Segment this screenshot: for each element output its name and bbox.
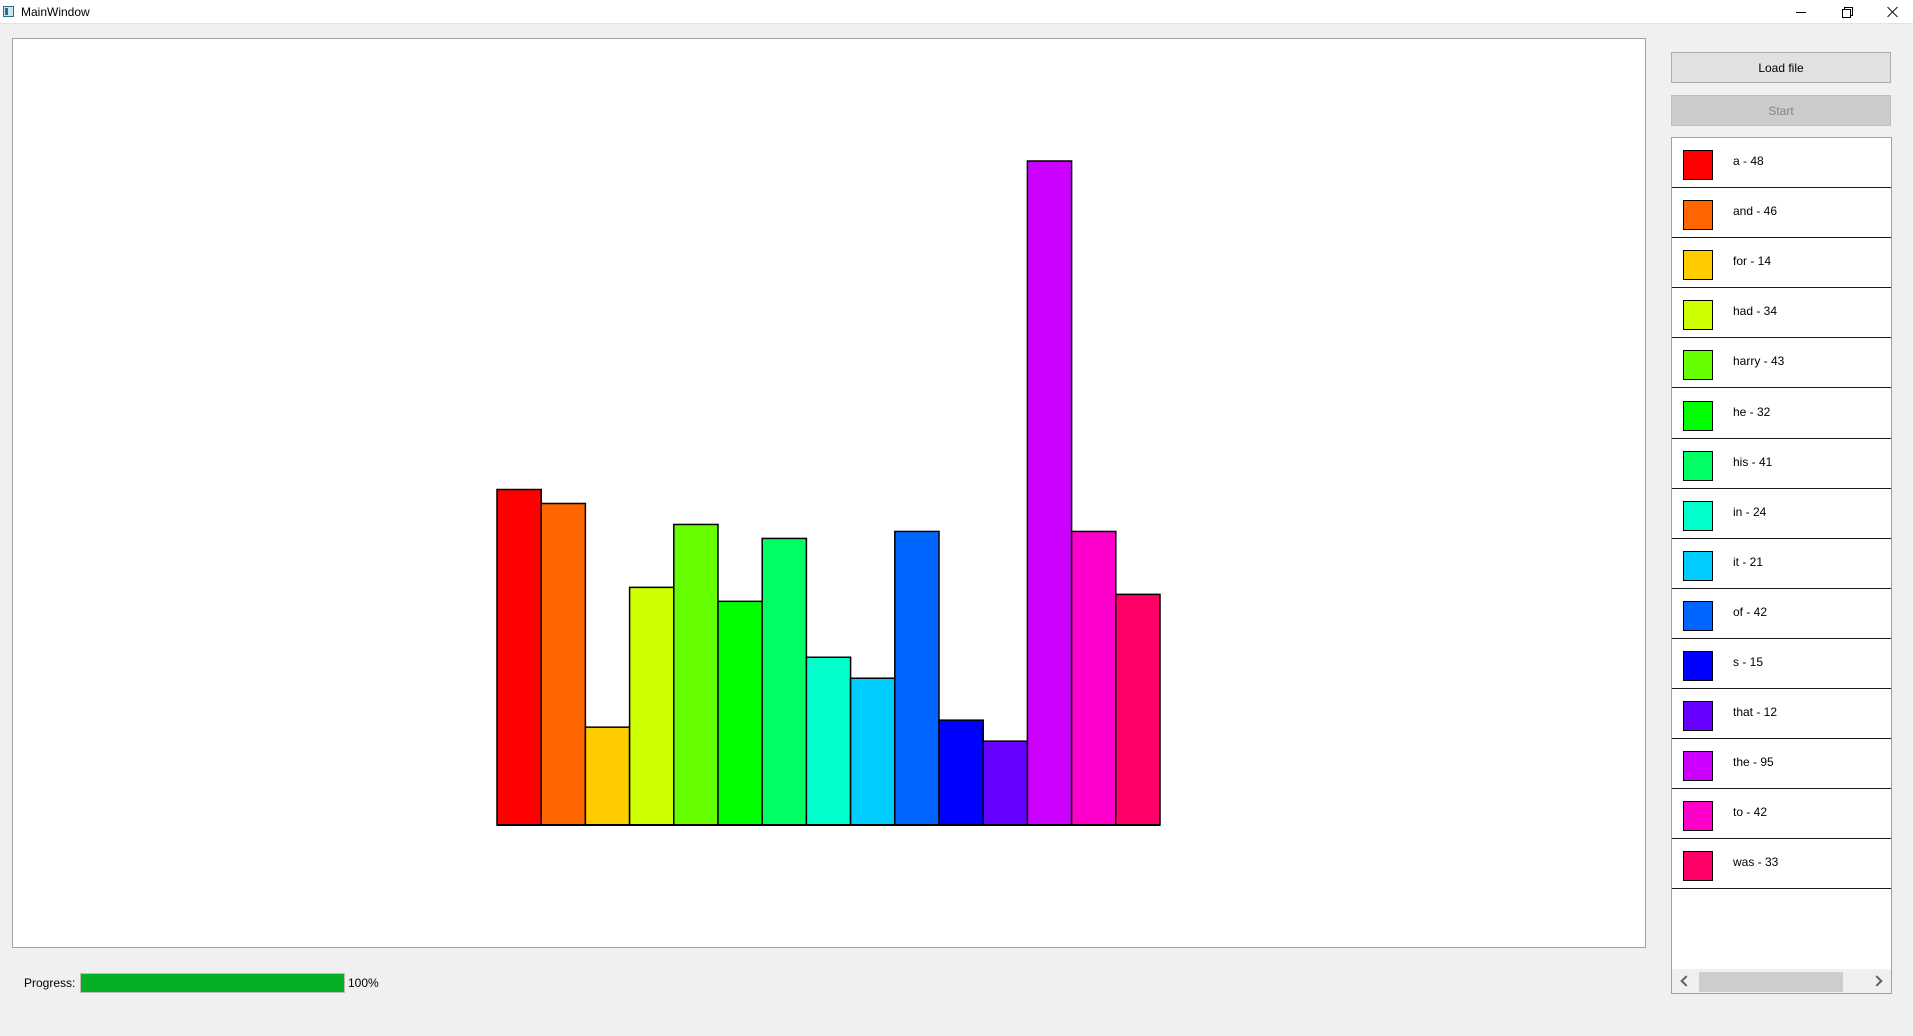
legend-label: s - 15	[1733, 655, 1764, 669]
legend-label: a - 48	[1733, 154, 1764, 168]
legend-swatch	[1683, 250, 1713, 281]
legend-label: it - 21	[1733, 554, 1764, 569]
legend-label: he - 32	[1733, 404, 1771, 419]
start-button[interactable]: Start	[1671, 95, 1891, 126]
chevron-left-icon	[1680, 975, 1692, 987]
legend-item[interactable]: for - 14	[1672, 238, 1891, 289]
legend-swatch	[1683, 200, 1713, 231]
restore-icon	[1842, 7, 1853, 18]
legend-label: and - 46	[1733, 204, 1778, 219]
legend-label: that - 12	[1733, 705, 1778, 720]
bar-it	[849, 677, 896, 826]
legend-list[interactable]: a - 48 and - 46 for - 14 had - 34 harry - 43…	[1671, 137, 1892, 994]
legend-label: in - 24	[1733, 504, 1767, 519]
legend-item[interactable]: s - 15	[1672, 639, 1891, 689]
legend-item[interactable]: to - 42	[1672, 789, 1891, 840]
bar-his	[761, 537, 808, 826]
scroll-left-button[interactable]	[1672, 969, 1696, 993]
minimize-icon	[1796, 11, 1806, 13]
legend-label: his - 41	[1733, 454, 1773, 469]
bar-that	[982, 740, 1029, 826]
legend-label: had - 34	[1733, 304, 1778, 319]
close-icon	[1887, 6, 1899, 18]
bar-chart	[496, 160, 1161, 826]
minimize-button[interactable]	[1778, 0, 1824, 24]
chart-canvas	[12, 38, 1646, 948]
legend-item[interactable]: and - 46	[1672, 188, 1891, 239]
scroll-right-button[interactable]	[1867, 969, 1891, 993]
bar-to	[1070, 530, 1117, 826]
chevron-right-icon	[1871, 975, 1883, 987]
legend-item[interactable]: that - 12	[1672, 689, 1891, 740]
legend-item[interactable]: his - 41	[1672, 439, 1891, 489]
title-bar: MainWindow	[0, 0, 1913, 24]
legend-swatch	[1683, 550, 1713, 581]
legend-label: the - 95	[1733, 755, 1774, 770]
legend-item[interactable]: the - 95	[1672, 739, 1891, 790]
bar-harry	[673, 523, 719, 826]
legend-swatch	[1683, 500, 1713, 531]
bar-he	[717, 600, 763, 826]
window-title: MainWindow	[21, 5, 90, 19]
legend-swatch	[1683, 600, 1713, 631]
legend-label: for - 14	[1733, 254, 1772, 269]
legend-swatch	[1683, 751, 1713, 782]
bar-and	[540, 502, 587, 826]
bar-s	[938, 719, 984, 826]
legend-item[interactable]: was - 33	[1672, 839, 1891, 890]
bar-of	[894, 530, 940, 826]
legend-item[interactable]: of - 42	[1672, 589, 1891, 639]
legend-swatch	[1683, 400, 1713, 431]
close-button[interactable]	[1870, 0, 1913, 24]
restore-button[interactable]	[1824, 0, 1870, 24]
legend-swatch	[1683, 450, 1713, 481]
progress-fill	[81, 974, 344, 992]
bar-for	[584, 726, 631, 826]
legend-item[interactable]: in - 24	[1672, 489, 1891, 539]
load-file-button[interactable]: Load file	[1671, 52, 1891, 83]
legend-swatch	[1683, 350, 1713, 381]
horizontal-scrollbar[interactable]	[1672, 969, 1891, 993]
legend-swatch	[1683, 150, 1713, 180]
legend-swatch	[1683, 801, 1713, 832]
scroll-thumb[interactable]	[1699, 972, 1843, 992]
legend-swatch	[1683, 851, 1713, 882]
bar-was	[1115, 593, 1161, 826]
legend-item[interactable]: he - 32	[1672, 389, 1891, 439]
legend-label: was - 33	[1733, 855, 1779, 870]
legend-item[interactable]: had - 34	[1672, 288, 1891, 339]
legend-swatch	[1683, 701, 1713, 732]
legend-item[interactable]: harry - 43	[1672, 338, 1891, 389]
legend-label: harry - 43	[1733, 354, 1785, 369]
progress-label: Progress:	[24, 976, 76, 990]
legend-item[interactable]: a - 48	[1672, 138, 1891, 188]
legend-label: to - 42	[1733, 805, 1768, 820]
legend-label: of - 42	[1733, 604, 1768, 619]
bar-the	[1026, 160, 1073, 826]
progress-bar	[80, 973, 345, 993]
legend-item[interactable]: it - 21	[1672, 539, 1891, 589]
bar-had	[628, 586, 675, 826]
progress-percent: 100%	[348, 976, 379, 990]
legend-swatch	[1683, 300, 1713, 331]
app-icon	[3, 6, 14, 17]
bar-a	[496, 488, 542, 826]
bar-in	[805, 656, 852, 826]
legend-swatch	[1683, 651, 1713, 681]
